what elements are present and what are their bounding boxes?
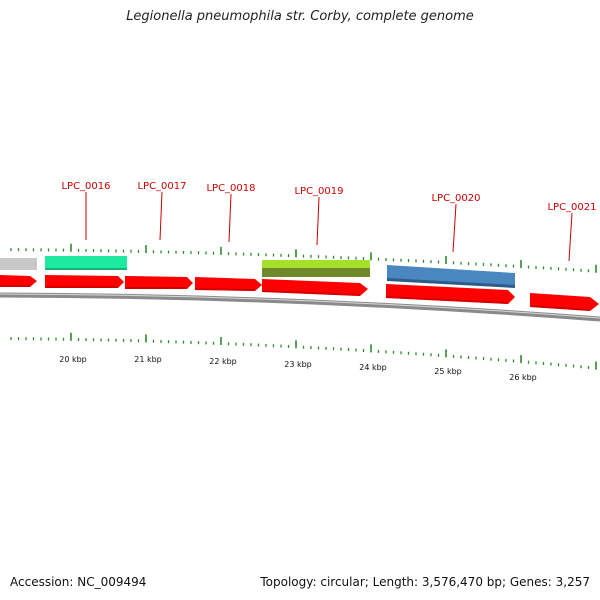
scale-label-26kbp: 26 kbp [509,373,537,382]
scale-label-23kbp: 23 kbp [284,360,312,369]
accession-text: Accession: NC_009494 [10,575,147,589]
inner-tick-row [10,332,597,370]
leader-lpc-0017 [159,191,163,241]
scale-label-21kbp: 21 kbp [134,355,162,364]
gene-label-lpc-0017[interactable]: LPC_0017 [137,181,186,192]
genome-backbone [0,292,600,322]
feature-lpc-0020-shadow [387,278,515,288]
gene-label-lpc-0018[interactable]: LPC_0018 [206,183,255,194]
genome-summary-text: Topology: circular; Length: 3,576,470 bp… [260,575,590,589]
gene-arrow [45,275,124,288]
gene-label-lpc-0019[interactable]: LPC_0019 [294,186,343,197]
gene-arrow [0,275,37,287]
leader-lpc-0018 [228,193,232,243]
outer-tick-row [10,243,597,273]
leader-lpc-0021 [568,212,573,262]
forward-genes-shade [0,285,590,311]
genome-title: Legionella pneumophila str. Corby, compl… [126,9,474,24]
gene-arrow [125,276,193,289]
feature-lpc-0016 [45,256,127,269]
genome-backbone-highlight [0,293,600,319]
scale-labels: 20 kbp 21 kbp 22 kbp 23 kbp 24 kbp 25 kb… [59,355,537,382]
feature-lpc-0019-bottom [262,268,370,277]
scale-label-20kbp: 20 kbp [59,355,87,364]
scale-label-24kbp: 24 kbp [359,363,387,372]
gene-label-lpc-0020[interactable]: LPC_0020 [431,193,480,204]
feature-lpc-0019-top [262,260,370,269]
gene-label-lpc-0021[interactable]: LPC_0021 [547,202,596,213]
scale-label-22kbp: 22 kbp [209,357,237,366]
scale-label-25kbp: 25 kbp [434,367,462,376]
leader-lpc-0019 [316,196,320,246]
feature-lpc-0016-shadow [45,268,127,270]
gene-labels: LPC_0016 LPC_0017 LPC_0018 LPC_0019 LPC_… [61,181,597,262]
gene-label-lpc-0016[interactable]: LPC_0016 [61,181,110,192]
leader-lpc-0020 [452,203,457,253]
gene-arrow [195,277,262,291]
feature-gray [0,258,37,270]
